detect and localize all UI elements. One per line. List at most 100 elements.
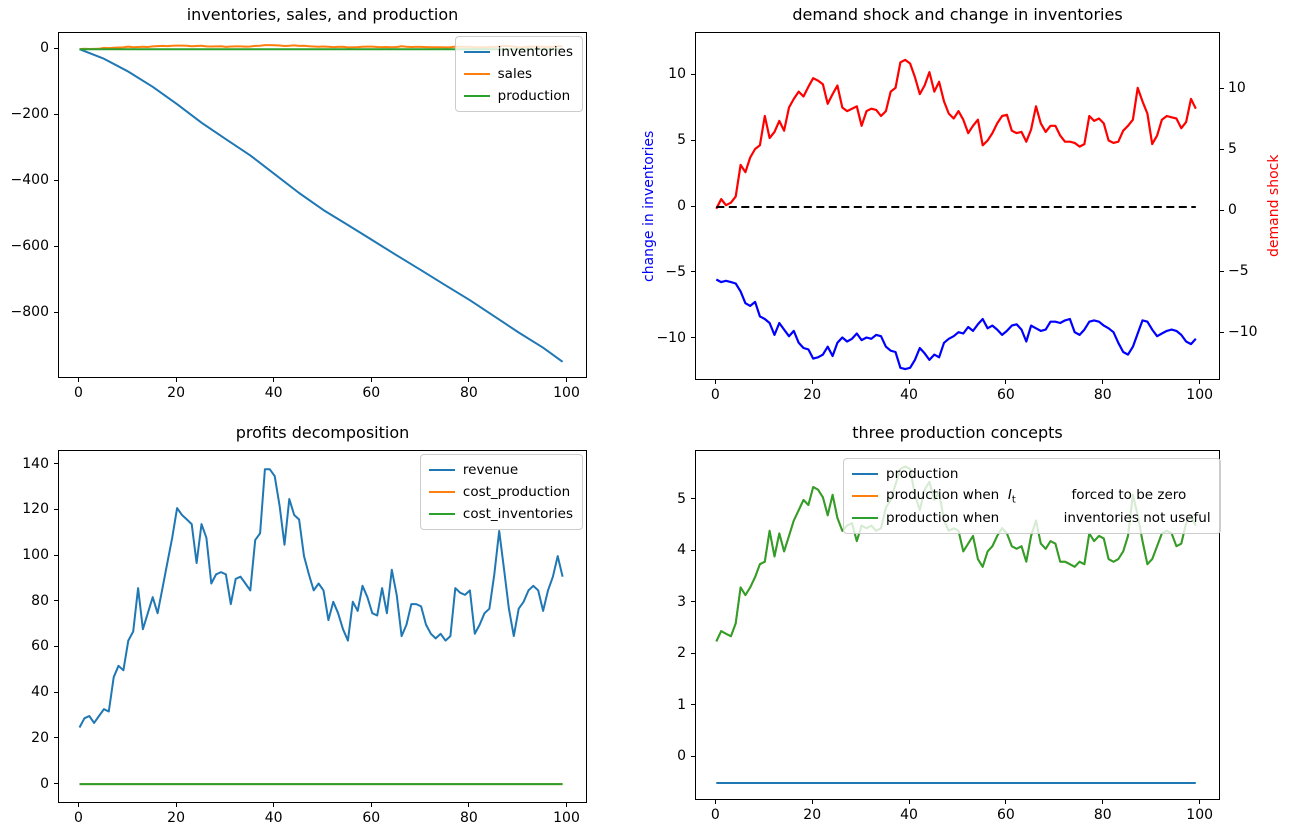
y-tick-mark-right <box>1220 148 1224 150</box>
y-axis-label-right: demand shock <box>1266 154 1282 258</box>
x-tick-label: 80 <box>459 810 478 826</box>
y-tick-mark <box>54 463 58 465</box>
x-tick-label: 20 <box>803 387 822 403</box>
legend-line-sample <box>852 472 878 476</box>
y-tick-label: 0 <box>677 198 686 214</box>
legend-item: revenue <box>428 459 573 481</box>
x-tick-label: 0 <box>710 807 720 823</box>
x-tick-label: 80 <box>1093 807 1112 823</box>
x-tick-label: 20 <box>167 385 185 401</box>
chart-title: profits decomposition <box>235 423 410 442</box>
legend-line-sample <box>428 468 455 472</box>
series-lines <box>78 468 564 786</box>
y-tick-label: −10 <box>656 329 686 346</box>
x-tick-mark <box>175 803 177 807</box>
x-tick-label: 20 <box>803 807 822 823</box>
y-tick-mark <box>54 47 58 49</box>
y-tick-mark <box>691 337 695 339</box>
x-tick-mark <box>1102 800 1104 804</box>
x-tick-label: 40 <box>264 810 283 826</box>
y-tick-mark <box>54 691 58 693</box>
y-tick-mark-right <box>1220 87 1224 89</box>
y-tick-mark-right <box>1220 270 1224 272</box>
y-tick-mark <box>691 755 695 757</box>
x-tick-label: 100 <box>1186 807 1214 823</box>
legend-item: sales <box>463 63 573 85</box>
legend-label: production when It forced to be zero <box>886 486 1187 506</box>
x-tick-mark <box>273 803 275 807</box>
x-tick-label: 60 <box>997 387 1015 403</box>
y-tick-mark <box>691 271 695 273</box>
y-tick-label: 60 <box>31 638 49 655</box>
y-tick-label-right: 0 <box>1228 202 1237 219</box>
legend-item: production when It forced to be zero <box>852 485 1211 507</box>
x-tick-mark <box>811 800 813 804</box>
legend-label: sales <box>497 66 533 82</box>
x-tick-mark <box>77 378 79 382</box>
legend-item: cost_production <box>428 481 573 503</box>
x-tick-label: 60 <box>362 810 381 826</box>
x-tick-mark <box>273 378 275 382</box>
series-inventories <box>79 48 564 363</box>
x-tick-mark <box>714 800 716 804</box>
x-tick-mark <box>370 803 372 807</box>
legend-line-sample <box>428 490 455 494</box>
y-tick-label: 80 <box>31 592 49 609</box>
x-tick-label: 100 <box>553 385 580 401</box>
plot-area <box>58 450 587 803</box>
y-tick-mark <box>691 205 695 207</box>
x-tick-mark <box>1199 380 1201 384</box>
y-tick-label: 0 <box>40 40 49 57</box>
y-tick-mark <box>691 704 695 706</box>
y-tick-mark <box>54 737 58 739</box>
x-tick-label: 80 <box>459 385 478 401</box>
series-revenue <box>78 468 564 728</box>
y-tick-label: −5 <box>665 263 686 280</box>
y-tick-label: 20 <box>31 729 49 746</box>
legend-line-sample <box>428 512 455 516</box>
y-tick-mark <box>54 600 58 602</box>
y-tick-mark <box>54 508 58 510</box>
y-tick-mark <box>691 652 695 654</box>
x-tick-mark <box>908 380 910 384</box>
y-tick-mark <box>54 113 58 115</box>
y-tick-mark <box>691 549 695 551</box>
y-tick-mark <box>54 783 58 785</box>
y-tick-label: −600 <box>10 238 49 255</box>
x-tick-mark <box>175 378 177 382</box>
x-tick-label: 40 <box>264 385 283 401</box>
y-tick-label: 10 <box>668 66 686 83</box>
x-tick-mark <box>714 380 716 384</box>
x-tick-label: 40 <box>900 387 918 403</box>
y-tick-mark <box>691 73 695 75</box>
legend-item: production when inventories not useful <box>852 507 1211 529</box>
chart-title: demand shock and change in inventories <box>792 5 1123 24</box>
y-tick-label: 4 <box>677 542 686 559</box>
x-tick-mark <box>566 378 567 382</box>
chart-title: inventories, sales, and production <box>186 5 459 24</box>
legend-item: production <box>463 85 573 107</box>
x-tick-mark <box>77 803 79 807</box>
x-tick-label: 20 <box>167 810 185 826</box>
legend-label: revenue <box>462 462 519 478</box>
y-tick-label: 2 <box>677 645 686 662</box>
legend-line-sample <box>463 72 490 76</box>
y-tick-mark <box>54 179 58 181</box>
x-tick-mark <box>370 378 372 382</box>
x-tick-label: 0 <box>74 385 83 401</box>
y-tick-label: 100 <box>22 547 49 564</box>
x-tick-label: 100 <box>553 810 580 826</box>
legend-label: production when inventories not useful <box>886 510 1211 526</box>
x-tick-mark <box>468 803 470 807</box>
y-tick-label: −400 <box>10 172 49 189</box>
y-tick-label-right: −5 <box>1228 263 1249 280</box>
y-tick-label: 5 <box>677 490 686 507</box>
y-tick-label-right: 10 <box>1228 80 1246 97</box>
x-tick-label: 60 <box>997 807 1015 823</box>
y-tick-label: 140 <box>22 455 49 472</box>
y-tick-label: 120 <box>22 501 49 518</box>
legend-line-sample <box>463 94 490 98</box>
x-tick-mark <box>1005 380 1007 384</box>
x-tick-label: 0 <box>710 387 720 403</box>
